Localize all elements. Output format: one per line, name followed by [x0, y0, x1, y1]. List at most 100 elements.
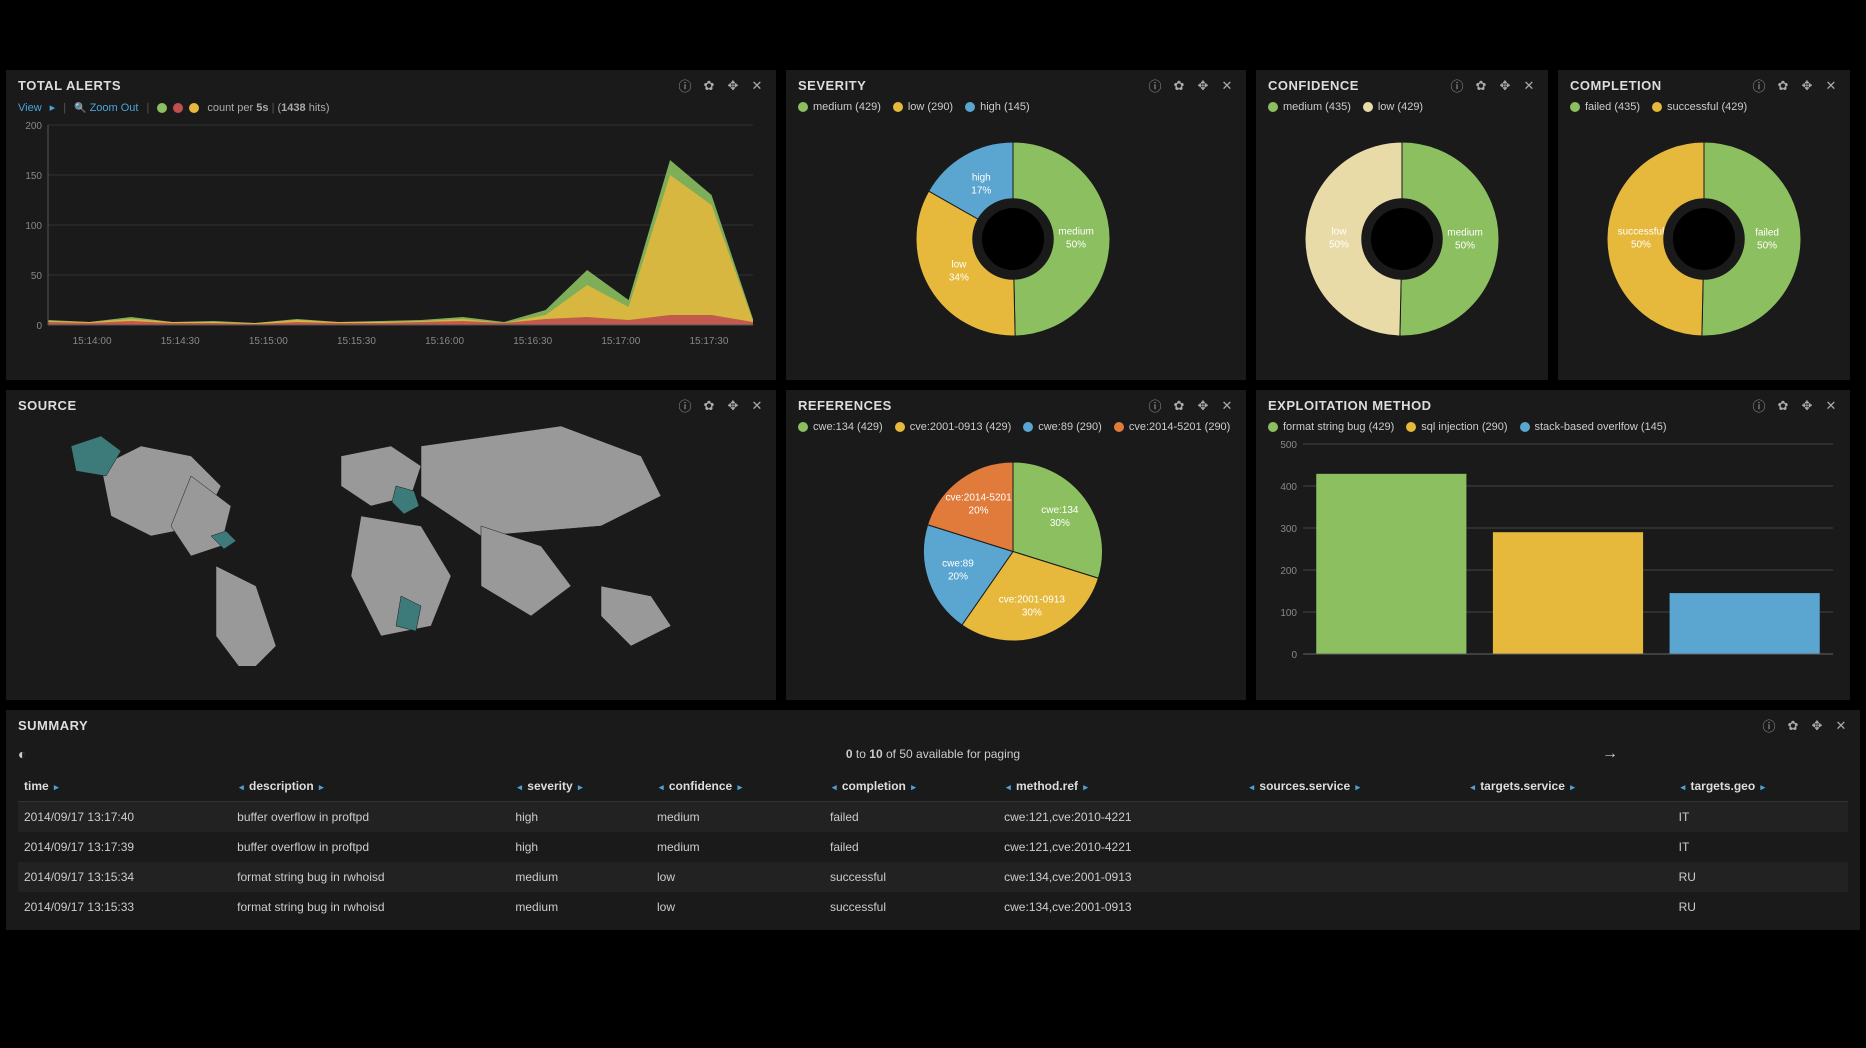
hits-label: hits — [309, 102, 326, 114]
svg-text:20%: 20% — [948, 571, 968, 582]
table-header-confidence[interactable]: ◂ confidence ▸ — [651, 771, 824, 802]
move-icon[interactable]: ✥ — [1196, 399, 1210, 413]
gear-icon[interactable]: ✿ — [1172, 399, 1186, 413]
legend-item[interactable]: cve:2001-0913 (429) — [895, 421, 1012, 433]
panel-actions: ⓘ ✿ ✥ ✕ — [1752, 399, 1838, 413]
gear-icon[interactable]: ✿ — [1776, 79, 1790, 93]
exploit-bar-chart: 0100200300400500 — [1268, 439, 1838, 669]
move-icon[interactable]: ✥ — [1800, 79, 1814, 93]
svg-text:30%: 30% — [1050, 518, 1070, 529]
legend-item[interactable]: format string bug (429) — [1268, 421, 1394, 433]
legend-label: format string bug (429) — [1283, 421, 1394, 433]
zoom-out-link[interactable]: 🔍 Zoom Out — [74, 102, 138, 114]
legend-item[interactable]: cwe:89 (290) — [1023, 421, 1102, 433]
table-row[interactable]: 2014/09/17 13:15:33format string bug in … — [18, 892, 1848, 922]
table-header-sources-service[interactable]: ◂ sources.service ▸ — [1242, 771, 1463, 802]
legend-item[interactable]: sql injection (290) — [1406, 421, 1507, 433]
table-header-method-ref[interactable]: ◂ method.ref ▸ — [998, 771, 1241, 802]
info-icon[interactable]: ⓘ — [1148, 399, 1162, 413]
move-icon[interactable]: ✥ — [1800, 399, 1814, 413]
info-icon[interactable]: ⓘ — [1752, 79, 1766, 93]
move-icon[interactable]: ✥ — [726, 79, 740, 93]
table-header-completion[interactable]: ◂ completion ▸ — [824, 771, 998, 802]
legend-item[interactable]: medium (429) — [798, 101, 881, 113]
panel-exploit-method: EXPLOITATION METHOD ⓘ✿✥✕ format string b… — [1256, 390, 1850, 700]
info-icon[interactable]: ⓘ — [678, 79, 692, 93]
info-icon[interactable]: ⓘ — [1752, 399, 1766, 413]
world-map[interactable] — [18, 421, 764, 651]
table-cell — [1242, 832, 1463, 862]
panel-actions: ⓘ ✿ ✥ ✕ — [1752, 79, 1838, 93]
panel-actions: ⓘ ✿ ✥ ✕ — [1148, 79, 1234, 93]
close-icon[interactable]: ✕ — [1824, 399, 1838, 413]
legend-item[interactable]: successful (429) — [1652, 101, 1747, 113]
legend-label: successful (429) — [1667, 101, 1747, 113]
info-icon[interactable]: ⓘ — [1148, 79, 1162, 93]
close-icon[interactable]: ✕ — [750, 399, 764, 413]
svg-text:15:15:30: 15:15:30 — [337, 336, 376, 347]
count-interval: 5s — [256, 102, 268, 114]
gear-icon[interactable]: ✿ — [702, 79, 716, 93]
column-label: time — [24, 779, 49, 793]
panel-completion: COMPLETION ⓘ✿✥✕ failed (435)successful (… — [1558, 70, 1850, 380]
close-icon[interactable]: ✕ — [750, 79, 764, 93]
legend-item[interactable]: medium (435) — [1268, 101, 1351, 113]
svg-text:0: 0 — [1291, 650, 1297, 661]
close-icon[interactable]: ✕ — [1220, 399, 1234, 413]
close-icon[interactable]: ✕ — [1834, 719, 1848, 733]
svg-text:failed: failed — [1755, 228, 1779, 239]
legend-swatch — [1652, 102, 1662, 112]
view-link[interactable]: View — [18, 102, 42, 114]
table-header-targets-service[interactable]: ◂ targets.service ▸ — [1462, 771, 1672, 802]
gear-icon[interactable]: ✿ — [1776, 399, 1790, 413]
legend-label: medium (435) — [1283, 101, 1351, 113]
legend-label: failed (435) — [1585, 101, 1640, 113]
table-header-targets-geo[interactable]: ◂ targets.geo ▸ — [1673, 771, 1848, 802]
info-icon[interactable]: ⓘ — [1762, 719, 1776, 733]
legend-swatch — [1268, 422, 1278, 432]
close-icon[interactable]: ✕ — [1220, 79, 1234, 93]
pager-next-icon[interactable]: → — [1602, 745, 1618, 763]
table-header-time[interactable]: time ▸ — [18, 771, 231, 802]
legend-item[interactable]: stack-based overlfow (145) — [1520, 421, 1667, 433]
table-header-description[interactable]: ◂ description ▸ — [231, 771, 509, 802]
gear-icon[interactable]: ✿ — [1474, 79, 1488, 93]
table-row[interactable]: 2014/09/17 13:17:39buffer overflow in pr… — [18, 832, 1848, 862]
close-icon[interactable]: ✕ — [1522, 79, 1536, 93]
table-row[interactable]: 2014/09/17 13:17:40buffer overflow in pr… — [18, 802, 1848, 833]
legend-item[interactable]: failed (435) — [1570, 101, 1640, 113]
summary-table-head: time ▸◂ description ▸◂ severity ▸◂ confi… — [18, 771, 1848, 802]
column-label: severity — [527, 779, 572, 793]
panel-title-references: REFERENCES — [798, 398, 892, 413]
info-icon[interactable]: ⓘ — [1450, 79, 1464, 93]
table-row[interactable]: 2014/09/17 13:15:34format string bug in … — [18, 862, 1848, 892]
legend-item[interactable]: cwe:134 (429) — [798, 421, 883, 433]
svg-text:50%: 50% — [1631, 239, 1651, 250]
gear-icon[interactable]: ✿ — [1786, 719, 1800, 733]
move-icon[interactable]: ✥ — [1498, 79, 1512, 93]
column-label: targets.service — [1480, 779, 1565, 793]
table-cell: high — [509, 802, 651, 833]
pager-of: of — [886, 747, 896, 761]
column-label: sources.service — [1259, 779, 1350, 793]
table-cell: 2014/09/17 13:15:33 — [18, 892, 231, 922]
table-header-severity[interactable]: ◂ severity ▸ — [509, 771, 651, 802]
gear-icon[interactable]: ✿ — [1172, 79, 1186, 93]
legend-item[interactable]: low (429) — [1363, 101, 1423, 113]
column-label: completion — [842, 779, 906, 793]
legend-label: low (290) — [908, 101, 953, 113]
legend-swatch — [895, 422, 905, 432]
table-cell — [1242, 862, 1463, 892]
svg-text:17%: 17% — [971, 186, 991, 197]
legend-label: sql injection (290) — [1421, 421, 1507, 433]
move-icon[interactable]: ✥ — [1196, 79, 1210, 93]
pager-prev-icon[interactable]: ◐ — [18, 746, 26, 762]
svg-text:20%: 20% — [969, 506, 989, 517]
legend-item[interactable]: cve:2014-5201 (290) — [1114, 421, 1231, 433]
svg-text:200: 200 — [1280, 566, 1297, 577]
legend-item[interactable]: low (290) — [893, 101, 953, 113]
legend-item[interactable]: high (145) — [965, 101, 1030, 113]
move-icon[interactable]: ✥ — [1810, 719, 1824, 733]
close-icon[interactable]: ✕ — [1824, 79, 1838, 93]
legend-swatch — [1363, 102, 1373, 112]
